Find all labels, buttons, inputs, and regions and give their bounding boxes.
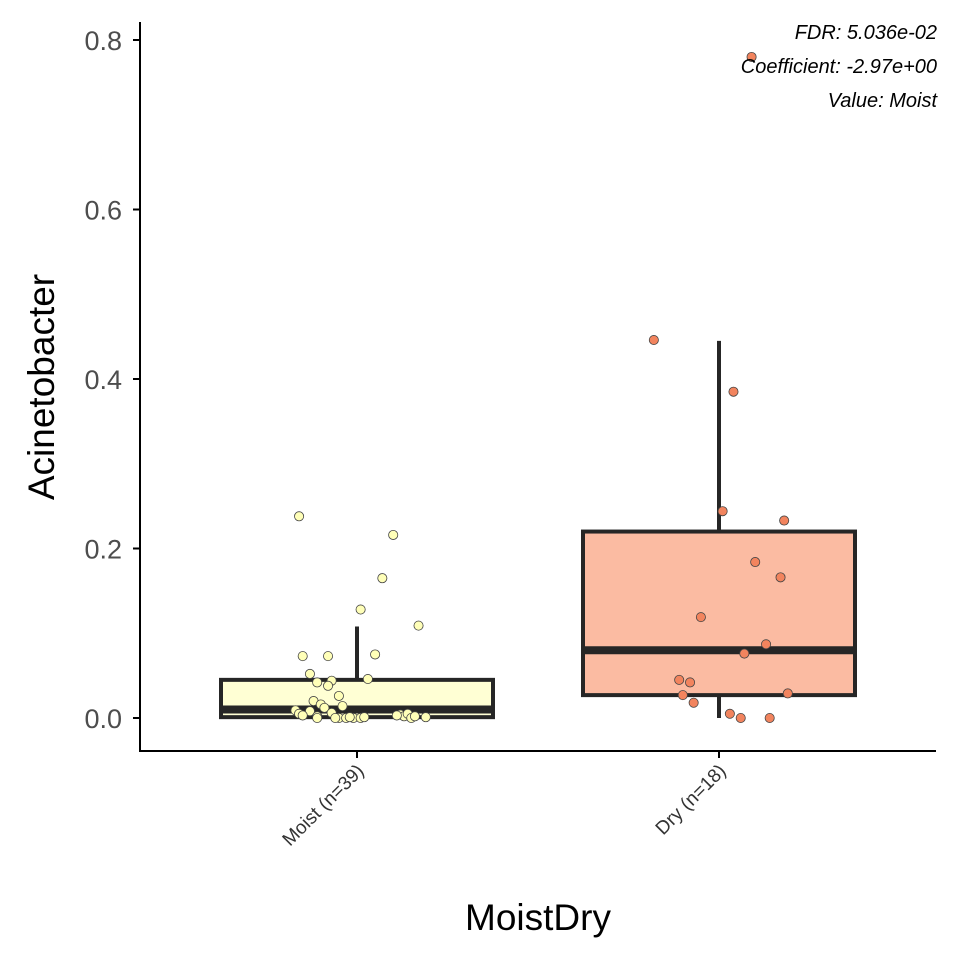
data-point [764, 713, 775, 724]
y-axis-ticks: 0.0 0.2 0.4 0.6 0.8 [84, 26, 140, 734]
data-point [362, 674, 373, 685]
data-point [739, 648, 750, 659]
data-point [304, 668, 315, 679]
data-point [685, 677, 696, 688]
y-tick-label: 0.6 [84, 196, 122, 226]
data-point [677, 690, 688, 701]
y-tick-label: 0.0 [84, 704, 122, 734]
data-point [674, 674, 685, 685]
y-tick-label: 0.2 [84, 535, 122, 565]
data-point [359, 712, 370, 723]
data-point [391, 710, 402, 721]
data-point [648, 335, 659, 346]
data-point [312, 677, 323, 688]
data-point [688, 697, 699, 708]
data-point [717, 506, 728, 517]
x-tick-label: Dry (n=18) [652, 761, 731, 840]
data-point [297, 651, 308, 662]
data-point [344, 712, 355, 723]
data-point [761, 639, 772, 650]
data-point [724, 708, 735, 719]
data-point [409, 711, 420, 722]
data-point [319, 702, 330, 713]
data-point [779, 515, 790, 526]
data-point [355, 604, 366, 615]
data-point [695, 612, 706, 623]
data-point [775, 572, 786, 583]
boxes-layer [219, 340, 857, 720]
x-axis-title: MoistDry [465, 897, 611, 938]
data-point [323, 680, 334, 691]
y-axis-title: Acinetobacter [21, 274, 62, 500]
data-point [297, 710, 308, 721]
fdr-annotation: FDR: 5.036e-02 [795, 22, 937, 44]
data-point [294, 511, 305, 522]
coefficient-annotation: Coefficient: -2.97e+00 [741, 56, 937, 78]
data-point [370, 649, 381, 660]
data-point [420, 712, 431, 723]
data-point [782, 688, 793, 699]
y-tick-label: 0.8 [84, 26, 122, 56]
y-tick-label: 0.4 [84, 365, 122, 395]
data-point [388, 529, 399, 540]
data-point [750, 557, 761, 568]
x-axis-ticks: Moist (n=39) Dry (n=18) [279, 751, 731, 851]
data-point [746, 51, 757, 62]
data-point [337, 701, 348, 712]
data-point [377, 573, 388, 584]
data-point [333, 690, 344, 701]
value-annotation: Value: Moist [828, 90, 939, 112]
x-tick-label: Moist (n=39) [279, 761, 369, 851]
data-point [728, 386, 739, 397]
box [581, 529, 857, 698]
data-point [323, 651, 334, 662]
data-point [735, 713, 746, 724]
points-layer [290, 51, 793, 724]
data-point [413, 620, 424, 631]
data-point [330, 713, 341, 724]
data-point [312, 713, 323, 724]
